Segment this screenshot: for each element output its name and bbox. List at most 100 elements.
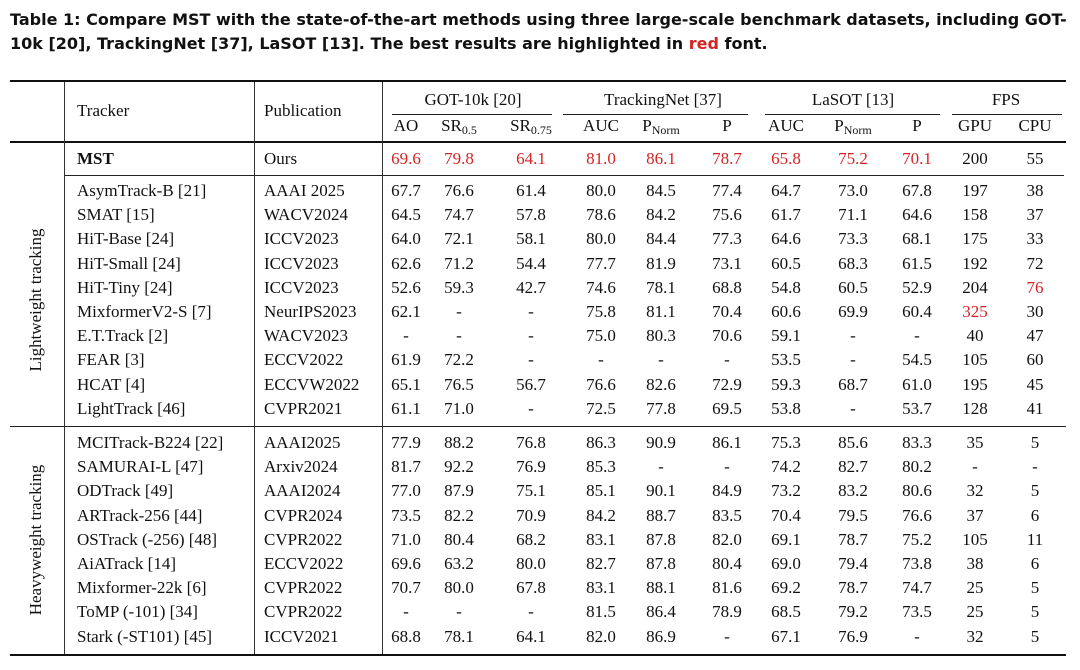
row-value: 53.5 (771, 350, 801, 370)
row-value: 45 (1026, 374, 1044, 394)
metric-subscript: Norm (843, 123, 872, 137)
row-value: 78.7 (838, 529, 868, 549)
row-value: - (528, 398, 534, 418)
row-value: 77.7 (586, 253, 616, 273)
row-value: 79.2 (838, 602, 868, 622)
row-value: 75.2 (902, 529, 932, 549)
row-value: 69.9 (838, 302, 868, 321)
group-label-1: Heavyweight tracking (26, 464, 45, 616)
row-publication: ECCV2022 (264, 350, 344, 370)
row-tracker: E.T.Track [2] (77, 326, 169, 346)
row-value: 67.1 (771, 626, 801, 646)
row-value: 72.9 (712, 374, 742, 394)
row-value: 83.1 (586, 578, 616, 598)
row-value: 76 (1026, 277, 1044, 297)
row-value: 70.6 (712, 326, 742, 346)
row-tracker: SMAT [15] (77, 205, 155, 225)
row-value: 81.1 (646, 302, 676, 321)
row-tracker: FEAR [3] (77, 350, 145, 370)
mst-publication: Ours (264, 149, 298, 168)
row-value: 68.1 (902, 229, 932, 249)
row-value: 60 (1026, 350, 1044, 370)
row-value: 69.6 (391, 554, 421, 573)
row-value: 54.5 (902, 350, 932, 370)
row-value: - (972, 457, 978, 477)
mst-value-8: 70.1 (902, 149, 932, 168)
row-value: 158 (962, 205, 988, 225)
row-value: 64.5 (391, 205, 421, 225)
row-value: 76.9 (516, 457, 546, 477)
row-value: 73.3 (838, 229, 868, 249)
metric-base: GPU (957, 116, 993, 135)
metric-base: AUC (583, 116, 619, 135)
row-value: 64.7 (771, 181, 801, 200)
row-value: - (403, 602, 409, 622)
group-underline-2 (765, 114, 940, 115)
row-value: 80.4 (444, 529, 474, 549)
row-value: 74.6 (586, 277, 616, 297)
row-value: 85.3 (586, 457, 616, 477)
row-publication: NeurIPS2023 (264, 302, 357, 321)
row-value: 80.6 (902, 481, 932, 501)
row-value: - (850, 398, 856, 418)
row-value: 60.5 (771, 253, 801, 273)
row-tracker: MixformerV2-S [7] (77, 302, 212, 321)
row-value: 67.7 (391, 181, 421, 200)
row-value: 79.5 (838, 505, 868, 525)
mst-value-6: 65.8 (771, 149, 801, 168)
metric-base: SR (510, 116, 531, 135)
header-metric-3: AUC (583, 115, 619, 137)
header-tracker: Tracker (77, 101, 130, 120)
row-value: 69.5 (712, 398, 742, 418)
row-value: 54.8 (771, 277, 801, 297)
row-value: 38 (1026, 181, 1044, 200)
row-value: 59.1 (771, 326, 801, 346)
row-value: 73.5 (902, 602, 932, 622)
row-value: 78.1 (444, 626, 474, 646)
row-value: 41 (1026, 398, 1044, 418)
row-tracker: OSTrack (-256) [48] (77, 529, 218, 549)
row-value: 37 (966, 505, 984, 525)
row-value: - (658, 350, 664, 370)
row-value: 70.4 (771, 505, 801, 525)
row-value: 82.0 (712, 529, 742, 549)
row-value: 70.9 (516, 505, 546, 525)
group-underline-3 (952, 114, 1062, 115)
row-value: 80.0 (516, 554, 546, 573)
row-publication: ECCV2022 (264, 554, 344, 573)
row-value: 78.9 (712, 602, 742, 622)
row-value: 92.2 (444, 457, 474, 477)
row-value: 76.6 (586, 374, 616, 394)
row-value: 84.2 (586, 505, 616, 525)
row-value: 82.7 (838, 457, 868, 477)
row-value: 76.6 (444, 181, 474, 200)
row-value: 77.8 (646, 398, 676, 418)
row-value: 57.8 (516, 205, 546, 225)
metric-subscript: 0.75 (530, 123, 552, 137)
row-value: - (914, 626, 920, 646)
top-rule (10, 80, 1066, 82)
row-publication: AAAI2024 (264, 481, 341, 501)
row-value: 83.2 (838, 481, 868, 501)
row-value: 82.7 (586, 554, 616, 573)
header-metric-0: AO (394, 115, 419, 137)
row-value: 11 (1026, 529, 1044, 549)
row-value: - (528, 326, 534, 346)
row-value: 61.4 (516, 181, 546, 200)
row-value: 72.1 (444, 229, 474, 249)
row-publication: ECCVW2022 (264, 374, 360, 394)
row-value: 68.3 (838, 253, 868, 273)
row-value: 68.5 (771, 602, 801, 622)
group-label-0: Lightweight tracking (26, 228, 45, 372)
row-value: 77.0 (391, 481, 421, 501)
row-value: 88.1 (646, 578, 676, 598)
row-tracker: Stark (-ST101) [45] (77, 626, 213, 646)
mst-value-4: 86.1 (646, 149, 676, 168)
row-publication: ICCV2021 (264, 626, 339, 646)
row-value: 80.2 (902, 457, 932, 477)
header-group-0: GOT-10k [20] (424, 90, 522, 109)
row-value: - (724, 350, 730, 370)
row-value: 81.7 (391, 457, 421, 477)
row-value: - (456, 302, 462, 321)
row-value: 90.9 (646, 433, 676, 452)
